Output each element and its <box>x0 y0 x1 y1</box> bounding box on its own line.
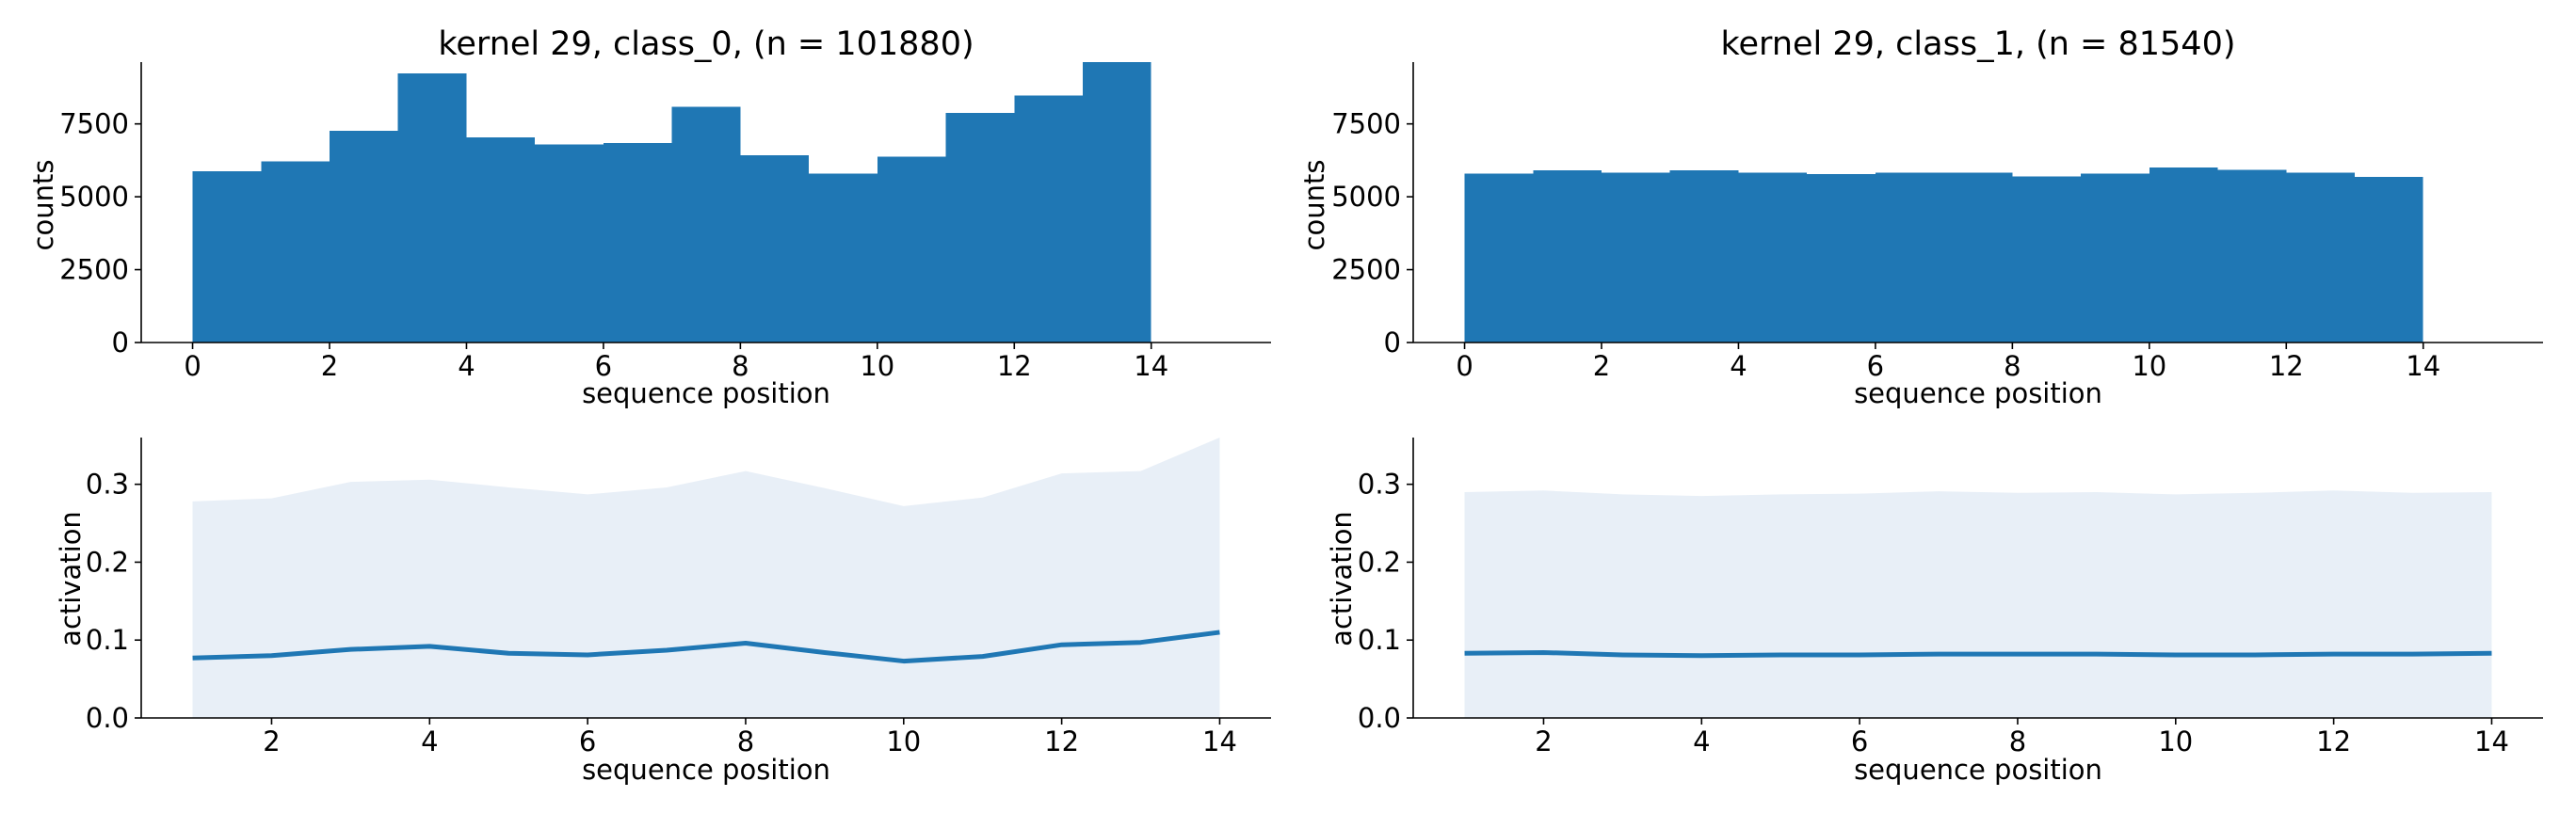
y-axis-label-hist0: counts <box>27 160 59 251</box>
confidence-band <box>192 438 1220 718</box>
y-tick-label: 2500 <box>59 254 129 286</box>
x-axis-label-hist1: sequence position <box>1854 377 2102 409</box>
x-tick-label: 2 <box>263 725 280 757</box>
histogram-bar <box>945 112 1015 343</box>
x-tick-label: 6 <box>579 725 596 757</box>
histogram-bar <box>1464 173 1534 343</box>
histogram-bar <box>192 170 262 343</box>
chart-title-class0: kernel 29, class_0, (n = 101880) <box>438 25 974 63</box>
histogram-bar <box>603 143 672 343</box>
y-tick-label: 0.3 <box>86 469 129 501</box>
x-tick-label: 8 <box>2004 350 2021 382</box>
y-tick-label: 0.0 <box>86 702 129 734</box>
x-tick-label: 10 <box>2158 725 2193 757</box>
x-tick-label: 6 <box>1851 725 1868 757</box>
histogram-bar <box>2149 167 2218 343</box>
histogram-bar <box>261 161 330 343</box>
x-tick-label: 2 <box>321 350 338 382</box>
histogram-bar <box>1943 172 2013 343</box>
histogram-bar <box>1602 172 1670 343</box>
x-tick-label: 14 <box>2474 725 2509 757</box>
histogram-bar <box>1014 95 1083 343</box>
panel-class0-activation: 2 4 6 8 10 12 14 0.0 0.1 0.2 0.3 sequence position… <box>55 438 1271 786</box>
histogram-bar <box>740 154 810 343</box>
confidence-band <box>1464 490 2492 718</box>
x-tick-label: 2 <box>1593 350 1610 382</box>
plot-area-hist1: 0 2 4 6 8 10 12 14 0 2500 5000 7500 <box>1331 62 2543 382</box>
y-axis-label-hist1: counts <box>1298 160 1330 251</box>
x-tick-label: 10 <box>860 350 894 382</box>
plot-area-act1: 2 4 6 8 10 12 14 0.0 0.1 0.2 0.3 <box>1358 438 2543 757</box>
x-tick-label: 8 <box>732 350 749 382</box>
chart-title-class1: kernel 29, class_1, (n = 81540) <box>1721 25 2236 63</box>
mean-activation-line <box>1464 649 2492 659</box>
mean-activation-line <box>192 630 1220 664</box>
x-tick-label: 4 <box>1693 725 1710 757</box>
x-tick-label: 0 <box>1456 350 1473 382</box>
y-tick-label: 0.1 <box>1358 624 1401 656</box>
y-tick-label: 5000 <box>59 181 129 213</box>
x-tick-label: 4 <box>421 725 438 757</box>
panel-class1-histogram: kernel 29, class_1, (n = 81540) 0 2 4 6 8 10 1… <box>1298 25 2543 409</box>
x-tick-label: 10 <box>2132 350 2166 382</box>
x-axis-label-act1: sequence position <box>1854 754 2102 786</box>
x-tick-label: 8 <box>2009 725 2026 757</box>
x-tick-label: 14 <box>1202 725 1237 757</box>
x-tick-label: 14 <box>1134 350 1168 382</box>
y-tick-label: 5000 <box>1331 181 1401 213</box>
x-tick-label: 12 <box>1044 725 1079 757</box>
y-tick-label: 0.2 <box>1358 546 1401 578</box>
plot-area-act0: 2 4 6 8 10 12 14 0.0 0.1 0.2 0.3 <box>86 438 1271 757</box>
histogram-bar <box>1807 173 1876 343</box>
histogram-bar <box>1669 170 1739 343</box>
histogram-bar <box>2012 176 2082 343</box>
y-axis-label-act0: activation <box>55 511 87 646</box>
y-tick-label: 7500 <box>59 108 129 140</box>
panel-class0-histogram: kernel 29, class_0, (n = 101880) 0 2 4 6 8 10… <box>27 25 1271 409</box>
histogram-bar <box>809 173 877 343</box>
histogram-bar <box>877 156 946 343</box>
x-tick-label: 0 <box>184 350 201 382</box>
panel-class1-activation: 2 4 6 8 10 12 14 0.0 0.1 0.2 0.3 sequence position… <box>1326 438 2543 786</box>
histogram-bar <box>1875 172 1944 343</box>
y-tick-label: 0.2 <box>86 546 129 578</box>
y-tick-label: 0 <box>1384 327 1401 359</box>
x-tick-label: 4 <box>458 350 475 382</box>
histogram-bar <box>2286 172 2355 343</box>
histogram-bar <box>1533 170 1602 343</box>
x-tick-label: 6 <box>595 350 612 382</box>
x-axis-label-act0: sequence position <box>582 754 830 786</box>
x-axis-label-hist0: sequence position <box>582 377 830 409</box>
histogram-bar <box>2081 173 2149 343</box>
y-tick-label: 2500 <box>1331 254 1401 286</box>
y-tick-label: 0 <box>112 327 129 359</box>
histogram-bar <box>2355 177 2423 343</box>
histogram-bar <box>330 130 398 343</box>
histogram-bar <box>466 137 536 343</box>
x-tick-label: 12 <box>997 350 1032 382</box>
x-tick-label: 14 <box>2406 350 2440 382</box>
y-tick-label: 7500 <box>1331 108 1401 140</box>
x-tick-label: 12 <box>2316 725 2351 757</box>
x-tick-label: 12 <box>2269 350 2304 382</box>
y-tick-label: 0.1 <box>86 624 129 656</box>
histogram-bar <box>397 73 467 343</box>
y-tick-label: 0.0 <box>1358 702 1401 734</box>
histogram-bar <box>2217 169 2287 343</box>
histogram-bar <box>1083 62 1151 343</box>
x-tick-label: 4 <box>1730 350 1747 382</box>
plot-area-hist0: 0 2 4 6 8 10 12 14 0 2500 5000 7500 <box>59 62 1271 382</box>
histogram-bar <box>535 144 604 343</box>
x-tick-label: 8 <box>737 725 754 757</box>
x-tick-label: 10 <box>886 725 921 757</box>
x-tick-label: 6 <box>1867 350 1884 382</box>
x-tick-label: 2 <box>1535 725 1552 757</box>
y-axis-label-act1: activation <box>1326 511 1358 646</box>
y-tick-label: 0.3 <box>1358 469 1401 501</box>
histogram-bar <box>671 106 741 343</box>
histogram-bar <box>1738 172 1808 343</box>
